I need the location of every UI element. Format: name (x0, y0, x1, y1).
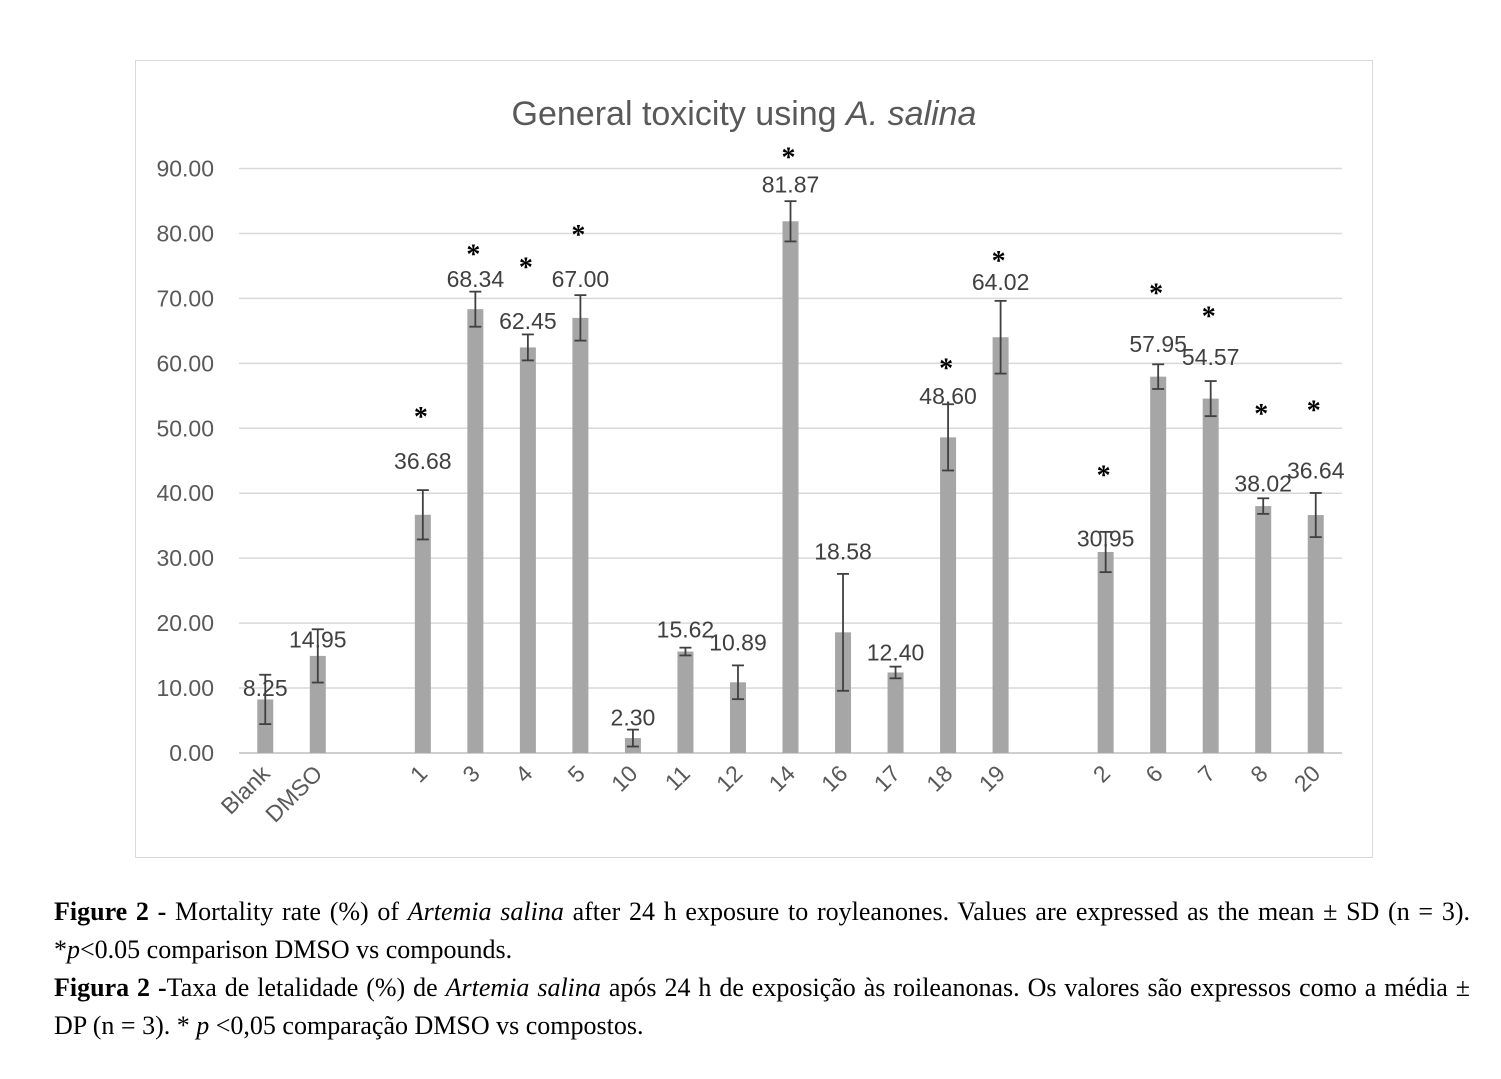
bar (677, 651, 694, 753)
x-tick-label: 2 (1088, 760, 1115, 787)
caption-pt-text: Taxa de letalidade (%) de (166, 973, 446, 1002)
x-tick-label: DMSO (260, 760, 327, 827)
y-tick-label: 70.00 (156, 285, 214, 311)
data-label: 2.30 (611, 704, 656, 730)
bar (467, 309, 484, 753)
bar (1307, 515, 1324, 753)
y-tick-label: 40.00 (156, 480, 214, 506)
caption-en-text: Mortality rate (%) of (166, 897, 408, 926)
x-tick-label: 12 (711, 760, 747, 796)
bar (309, 655, 326, 753)
data-label: 10.89 (709, 630, 767, 656)
x-tick-label: 5 (563, 760, 590, 787)
caption-pt-text: após 24 h de exposição às roileanonas. O… (54, 973, 1470, 1040)
significance-marker: * (519, 253, 533, 284)
caption-pt-species: Artemia salina (445, 973, 601, 1002)
caption-en-text: after 24 h exposure to royleanones. Valu… (54, 897, 1470, 964)
data-label: 30.95 (1077, 526, 1135, 552)
y-tick-label: 50.00 (156, 415, 214, 441)
y-tick-label: 10.00 (156, 675, 214, 701)
chart-title: General toxicity using A. salina (512, 95, 977, 133)
bar (992, 337, 1009, 753)
y-tick-label: 20.00 (156, 610, 214, 636)
caption-en-text: <0.05 comparison DMSO vs compounds. (80, 935, 513, 964)
data-label: 67.00 (552, 266, 610, 292)
caption-pt-p: p (196, 1011, 210, 1040)
bar (519, 347, 536, 753)
x-tick-label: 10 (606, 760, 642, 796)
x-tick-label: 19 (974, 760, 1010, 796)
data-label: 15.62 (657, 617, 715, 643)
x-tick-label: 18 (921, 760, 957, 796)
data-label: 8.25 (243, 675, 288, 701)
bar (1097, 551, 1114, 753)
bar (1150, 376, 1167, 753)
caption-en-p: p (67, 935, 80, 964)
data-label: 36.68 (394, 448, 452, 474)
data-label: 12.40 (867, 639, 925, 665)
x-tick-label: 7 (1193, 760, 1220, 787)
data-label: 57.95 (1129, 331, 1187, 357)
significance-marker: * (1254, 399, 1268, 430)
x-tick-label: 4 (510, 760, 538, 788)
caption-english: Figure 2 - Mortality rate (%) of Artemia… (54, 893, 1470, 969)
bar (257, 699, 274, 753)
chart-area: General toxicity using A. salina 0.00 10.… (135, 60, 1373, 858)
data-label: 48.60 (919, 383, 977, 409)
data-label: 68.34 (447, 266, 505, 292)
x-tick-label: 16 (816, 760, 852, 796)
bar (835, 632, 852, 753)
data-label: 64.02 (972, 269, 1030, 295)
x-tick-label: 1 (405, 760, 432, 787)
bar (414, 514, 431, 753)
x-tick-label: 11 (660, 760, 695, 795)
significance-marker: * (414, 402, 428, 433)
y-tick-label: 30.00 (156, 545, 214, 571)
bar (940, 437, 957, 753)
data-label: 14.95 (289, 626, 347, 652)
caption-pt-text: <0,05 comparação DMSO vs compostos. (209, 1011, 644, 1040)
bar (1255, 506, 1272, 753)
y-tick-label: 80.00 (156, 220, 214, 246)
data-label: 54.57 (1182, 344, 1240, 370)
bar (1202, 398, 1219, 753)
data-label: 38.02 (1234, 470, 1292, 496)
bar (887, 672, 904, 753)
caption-portuguese: Figura 2 -Taxa de letalidade (%) de Arte… (54, 969, 1470, 1045)
significance-marker: * (571, 220, 585, 251)
significance-marker: * (1307, 396, 1321, 427)
significance-marker: * (782, 142, 796, 173)
bar (782, 221, 799, 754)
x-tick-label: 14 (764, 760, 801, 797)
y-tick-label: 60.00 (156, 350, 214, 376)
x-tick-label: 6 (1140, 760, 1167, 787)
caption-en-label: Figure 2 - (54, 897, 167, 926)
data-label: 62.45 (499, 308, 557, 334)
caption-pt-label: Figura 2 - (54, 973, 167, 1002)
x-tick-label: 20 (1289, 760, 1325, 796)
significance-marker: * (1097, 460, 1111, 491)
significance-marker: * (1149, 279, 1163, 310)
y-tick-label: 90.00 (156, 156, 214, 182)
bar-chart: General toxicity using A. salina 0.00 10.… (156, 95, 1345, 827)
data-label: 81.87 (762, 172, 820, 198)
x-tick-label: 3 (457, 760, 484, 787)
significance-marker: * (939, 353, 953, 384)
significance-marker: * (466, 240, 480, 271)
bar (572, 317, 589, 753)
x-tick-label: 17 (869, 760, 905, 796)
data-label: 18.58 (814, 539, 872, 565)
significance-marker: * (992, 246, 1006, 277)
data-label: 36.64 (1287, 457, 1345, 483)
x-tick-label: 8 (1245, 760, 1272, 787)
caption-en-species: Artemia salina (407, 897, 564, 926)
significance-marker: * (1202, 301, 1216, 332)
figure-caption: Figure 2 - Mortality rate (%) of Artemia… (54, 893, 1470, 1045)
y-tick-label: 0.00 (169, 740, 214, 766)
